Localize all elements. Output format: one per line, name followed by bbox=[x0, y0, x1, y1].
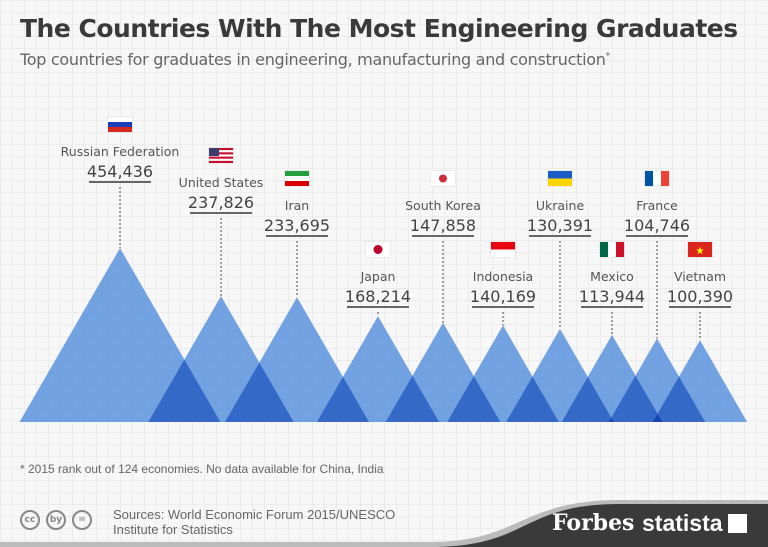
flag-stripe bbox=[661, 171, 669, 186]
triangle-mark bbox=[19, 248, 221, 422]
flag-stripe bbox=[688, 242, 712, 257]
flag-stripe bbox=[209, 150, 233, 153]
flag-disc bbox=[373, 245, 383, 254]
flag-stripe bbox=[653, 171, 661, 186]
statista-logo-icon bbox=[728, 514, 747, 533]
flag-canton bbox=[209, 148, 219, 156]
footer-swoosh bbox=[0, 500, 768, 547]
value-label: 168,214 bbox=[345, 287, 411, 306]
category-label: Japan bbox=[360, 269, 396, 284]
value-label: 140,169 bbox=[470, 287, 536, 306]
flag-stripe bbox=[108, 117, 132, 122]
flag-stripe bbox=[209, 158, 233, 161]
flag-star: ★ bbox=[696, 246, 705, 257]
value-label: 113,944 bbox=[579, 287, 645, 306]
sources: Sources: World Economic Forum 2015/UNESC… bbox=[113, 507, 395, 537]
flag-stripe bbox=[209, 154, 233, 157]
no-derivatives-icon: = bbox=[72, 510, 92, 530]
chart-subtitle: Top countries for graduates in engineeri… bbox=[20, 50, 610, 69]
forbes-logo: Forbes bbox=[552, 510, 635, 536]
category-label: Russian Federation bbox=[61, 144, 180, 159]
statista-logo: statista bbox=[642, 510, 723, 536]
sources-line-2: Institute for Statistics bbox=[113, 522, 233, 537]
flag-stripe bbox=[491, 242, 515, 250]
chart-title: The Countries With The Most Engineering … bbox=[20, 14, 738, 43]
category-label: Vietnam bbox=[674, 269, 726, 284]
triangle-mark bbox=[652, 340, 748, 422]
value-label: 454,436 bbox=[87, 162, 153, 181]
subtitle-text: Top countries for graduates in engineeri… bbox=[20, 50, 606, 69]
category-label: United States bbox=[179, 175, 264, 190]
flag-stripe bbox=[616, 242, 624, 257]
category-label: Iran bbox=[285, 198, 309, 213]
category-label: South Korea bbox=[405, 198, 481, 213]
cc-icon: cc bbox=[20, 510, 40, 530]
footnote: * 2015 rank out of 124 economies. No dat… bbox=[20, 462, 384, 476]
category-label: France bbox=[636, 198, 678, 213]
sources-line-1: Sources: World Economic Forum 2015/UNESC… bbox=[113, 507, 396, 522]
flag-stripe bbox=[491, 249, 515, 257]
category-label: Mexico bbox=[590, 269, 634, 284]
attribution-icon: by bbox=[46, 510, 66, 530]
value-label: 233,695 bbox=[264, 216, 330, 235]
value-label: 104,746 bbox=[624, 216, 690, 235]
triangles bbox=[19, 248, 748, 422]
subtitle-footnote-mark: * bbox=[605, 51, 611, 62]
flag-stripe bbox=[548, 178, 572, 186]
flag-stripe bbox=[608, 242, 616, 257]
flag-stripe bbox=[548, 171, 572, 179]
category-label: Indonesia bbox=[473, 269, 533, 284]
flag-disc bbox=[439, 174, 447, 183]
flag-stripe bbox=[285, 171, 309, 176]
value-label: 237,826 bbox=[188, 193, 254, 212]
flag-stripe bbox=[108, 122, 132, 127]
category-label: Ukraine bbox=[536, 198, 585, 213]
flag-stripe bbox=[108, 127, 132, 132]
flag-stripe bbox=[285, 176, 309, 181]
value-label: 147,858 bbox=[410, 216, 476, 235]
triangle-mark bbox=[224, 297, 370, 422]
value-label: 100,390 bbox=[667, 287, 733, 306]
flag-stripe bbox=[285, 181, 309, 186]
value-label: 130,391 bbox=[527, 216, 593, 235]
